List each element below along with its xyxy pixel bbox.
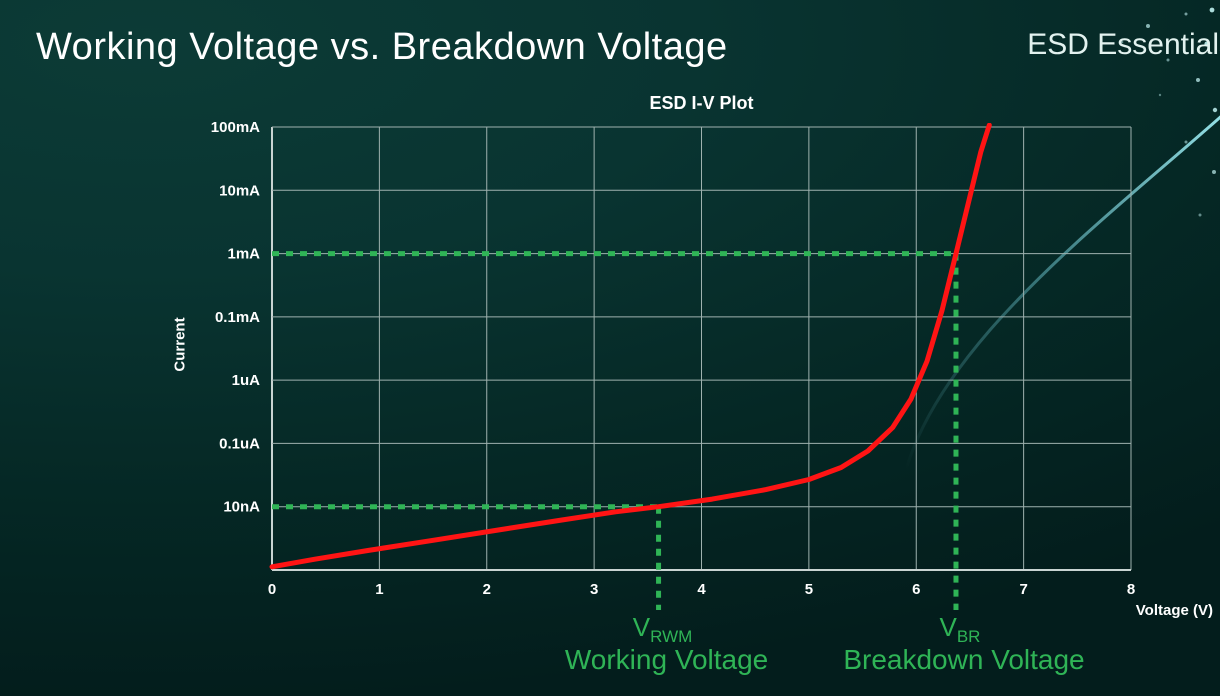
x-tick-label: 6 [912,581,920,598]
y-tick-label: 100mA [211,119,260,136]
x-tick-label: 1 [375,581,383,598]
y-tick-label: 1uA [232,372,261,389]
x-axis-label: Voltage (V) [1135,602,1213,619]
vbr-symbol: VBR [939,612,981,647]
marker-guides [272,251,959,610]
x-tick-label: 2 [483,581,491,598]
decorative-dots [1120,7,1218,217]
page-title: Working Voltage vs. Breakdown Voltage [36,26,728,68]
x-tick-label: 0 [268,581,276,598]
y-tick-label: 10mA [219,182,260,199]
vbr-caption: Breakdown Voltage [843,644,1085,675]
vrwm-caption: Working Voltage [564,644,769,675]
vrwm-symbol: VRWM [632,612,693,647]
y-tick-label: 10nA [223,499,260,516]
chart-title: ESD I-V Plot [649,93,754,113]
y-tick-label: 1mA [227,246,260,263]
x-tick-label: 5 [805,581,813,598]
brand-logo-text: ESD Essentials [1027,28,1220,61]
iv-curve [269,123,992,570]
y-tick-label: 0.1mA [215,309,260,326]
decorative-curve [904,115,1220,471]
x-tick-labels: 0 1 2 3 4 5 6 7 8 [268,581,1135,598]
x-tick-label: 4 [697,581,706,598]
y-tick-labels: 100mA 10mA 1mA 0.1mA 1uA 0.1uA 10nA [211,119,260,516]
x-tick-label: 7 [1019,581,1027,598]
x-tick-label: 8 [1127,581,1135,598]
grid [271,126,1132,571]
y-tick-label: 0.1uA [219,435,260,452]
x-tick-label: 3 [590,581,598,598]
